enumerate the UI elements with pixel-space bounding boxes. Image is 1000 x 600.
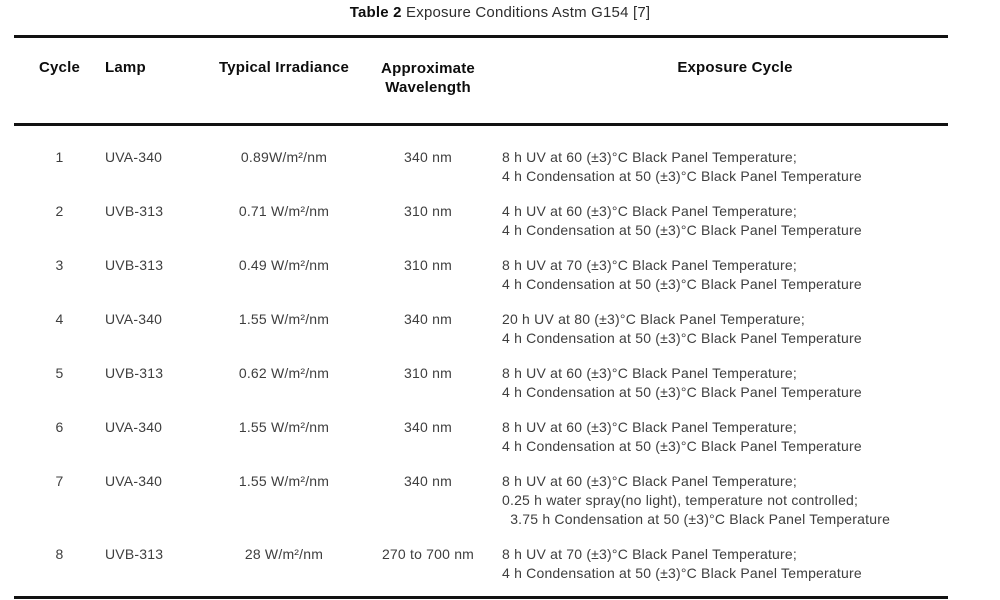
exposure-line: 8 h UV at 60 (±3)°C Black Panel Temperat… xyxy=(502,365,797,381)
irradiance-cell: 0.62 W/m²/nm xyxy=(238,365,330,381)
header-typical-irradiance: Typical Irradiance xyxy=(218,59,350,76)
table-row: 4 UVA-340 1.55 W/m²/nm 340 nm 20 h UV at… xyxy=(14,310,948,348)
wavelength-cell: 310 nm xyxy=(404,257,452,273)
lamp-cell: UVB-313 xyxy=(105,365,164,381)
cycle-cell: 6 xyxy=(55,419,64,435)
table-caption: Table 2 Exposure Conditions Astm G154 [7… xyxy=(0,0,1000,35)
exposure-line: 8 h UV at 60 (±3)°C Black Panel Temperat… xyxy=(502,473,797,489)
table-row: 7 UVA-340 1.55 W/m²/nm 340 nm 8 h UV at … xyxy=(14,472,948,529)
irradiance-cell: 1.55 W/m²/nm xyxy=(238,311,330,327)
exposure-line: 4 h Condensation at 50 (±3)°C Black Pane… xyxy=(502,330,862,346)
cycle-cell: 5 xyxy=(55,365,64,381)
exposure-cell: 8 h UV at 60 (±3)°C Black Panel Temperat… xyxy=(492,418,948,456)
wavelength-cell: 340 nm xyxy=(404,149,452,165)
exposure-cell: 8 h UV at 60 (±3)°C Black Panel Temperat… xyxy=(492,364,948,402)
bottom-rule xyxy=(14,596,948,599)
exposure-cell: 8 h UV at 60 (±3)°C Black Panel Temperat… xyxy=(492,148,948,186)
exposure-line: 20 h UV at 80 (±3)°C Black Panel Tempera… xyxy=(502,311,805,327)
header-lamp: Lamp xyxy=(105,59,146,76)
cycle-cell: 8 xyxy=(55,546,64,562)
wavelength-cell: 310 nm xyxy=(404,365,452,381)
table-row: 5 UVB-313 0.62 W/m²/nm 310 nm 8 h UV at … xyxy=(14,364,948,402)
table-row: 8 UVB-313 28 W/m²/nm 270 to 700 nm 8 h U… xyxy=(14,545,948,583)
lamp-cell: UVA-340 xyxy=(105,311,163,327)
cycle-cell: 3 xyxy=(55,257,64,273)
header-cycle: Cycle xyxy=(38,59,81,76)
exposure-cell: 8 h UV at 60 (±3)°C Black Panel Temperat… xyxy=(492,472,948,529)
exposure-line: 4 h Condensation at 50 (±3)°C Black Pane… xyxy=(502,276,862,292)
exposure-conditions-table: Cycle Lamp Typical Irradiance Approximat… xyxy=(14,35,948,599)
header-approximate-wavelength: Approximate Wavelength xyxy=(381,60,475,96)
irradiance-cell: 0.71 W/m²/nm xyxy=(238,203,330,219)
wavelength-cell: 270 to 700 nm xyxy=(381,546,475,562)
lamp-cell: UVB-313 xyxy=(105,546,164,562)
exposure-line: 8 h UV at 60 (±3)°C Black Panel Temperat… xyxy=(502,149,797,165)
cycle-cell: 1 xyxy=(55,149,64,165)
table-row: 6 UVA-340 1.55 W/m²/nm 340 nm 8 h UV at … xyxy=(14,418,948,456)
wavelength-cell: 340 nm xyxy=(404,419,452,435)
exposure-line: 8 h UV at 70 (±3)°C Black Panel Temperat… xyxy=(502,546,797,562)
irradiance-cell: 28 W/m²/nm xyxy=(244,546,324,562)
exposure-line: 4 h Condensation at 50 (±3)°C Black Pane… xyxy=(502,438,862,454)
lamp-cell: UVB-313 xyxy=(105,257,164,273)
exposure-line: 3.75 h Condensation at 50 (±3)°C Black P… xyxy=(502,511,891,527)
irradiance-cell: 1.55 W/m²/nm xyxy=(238,419,330,435)
cycle-cell: 7 xyxy=(55,473,64,489)
lamp-cell: UVA-340 xyxy=(105,149,163,165)
header-exposure-cycle: Exposure Cycle xyxy=(677,59,793,76)
header-rule xyxy=(14,123,948,126)
table-row: 1 UVA-340 0.89W/m²/nm 340 nm 8 h UV at 6… xyxy=(14,148,948,186)
lamp-cell: UVA-340 xyxy=(105,473,163,489)
exposure-line: 4 h Condensation at 50 (±3)°C Black Pane… xyxy=(502,168,862,184)
wavelength-cell: 340 nm xyxy=(404,473,452,489)
exposure-line: 8 h UV at 60 (±3)°C Black Panel Temperat… xyxy=(502,419,797,435)
wavelength-cell: 310 nm xyxy=(404,203,452,219)
exposure-cell: 8 h UV at 70 (±3)°C Black Panel Temperat… xyxy=(492,545,948,583)
table-row: 3 UVB-313 0.49 W/m²/nm 310 nm 8 h UV at … xyxy=(14,256,948,294)
irradiance-cell: 0.89W/m²/nm xyxy=(240,149,328,165)
table-caption-number: Table 2 xyxy=(349,4,402,21)
exposure-line: 0.25 h water spray(no light), temperatur… xyxy=(502,492,859,508)
exposure-cell: 4 h UV at 60 (±3)°C Black Panel Temperat… xyxy=(492,202,948,240)
table-caption-text: Exposure Conditions Astm G154 [7] xyxy=(401,4,651,21)
table-header-row: Cycle Lamp Typical Irradiance Approximat… xyxy=(14,38,948,123)
lamp-cell: UVA-340 xyxy=(105,419,163,435)
cycle-cell: 4 xyxy=(55,311,64,327)
exposure-cell: 8 h UV at 70 (±3)°C Black Panel Temperat… xyxy=(492,256,948,294)
exposure-cell: 20 h UV at 80 (±3)°C Black Panel Tempera… xyxy=(492,310,948,348)
exposure-line: 4 h UV at 60 (±3)°C Black Panel Temperat… xyxy=(502,203,797,219)
irradiance-cell: 0.49 W/m²/nm xyxy=(238,257,330,273)
lamp-cell: UVB-313 xyxy=(105,203,164,219)
exposure-line: 4 h Condensation at 50 (±3)°C Black Pane… xyxy=(502,384,862,400)
exposure-line: 8 h UV at 70 (±3)°C Black Panel Temperat… xyxy=(502,257,797,273)
irradiance-cell: 1.55 W/m²/nm xyxy=(238,473,330,489)
cycle-cell: 2 xyxy=(55,203,64,219)
table-body: 1 UVA-340 0.89W/m²/nm 340 nm 8 h UV at 6… xyxy=(14,126,948,583)
exposure-line: 4 h Condensation at 50 (±3)°C Black Pane… xyxy=(502,565,862,581)
top-rule xyxy=(14,35,948,38)
wavelength-cell: 340 nm xyxy=(404,311,452,327)
exposure-line: 4 h Condensation at 50 (±3)°C Black Pane… xyxy=(502,222,862,238)
table-row: 2 UVB-313 0.71 W/m²/nm 310 nm 4 h UV at … xyxy=(14,202,948,240)
